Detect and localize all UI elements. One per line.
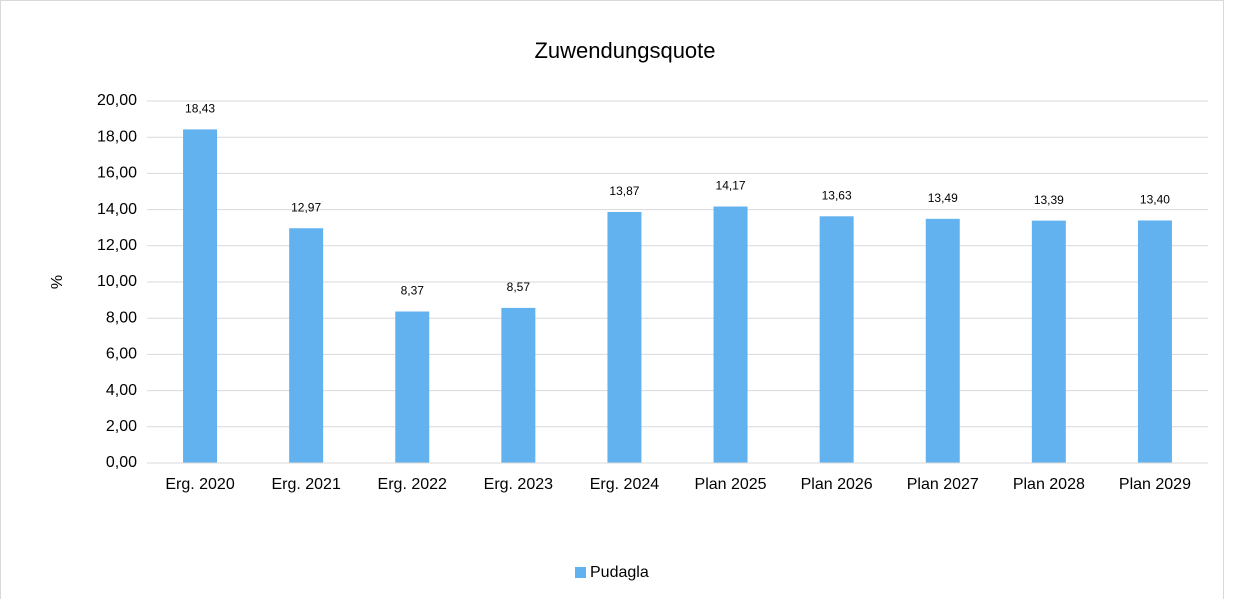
y-tick-label: 16,00 xyxy=(97,165,137,182)
x-tick-label: Plan 2027 xyxy=(907,476,979,493)
legend-label: Pudagla xyxy=(590,564,649,581)
x-tick-label: Erg. 2022 xyxy=(378,476,447,493)
data-label: 8,37 xyxy=(401,284,425,298)
y-tick-label: 18,00 xyxy=(97,128,137,145)
chart-title: Zuwendungsquote xyxy=(534,38,715,63)
x-tick-label: Plan 2026 xyxy=(801,476,873,493)
bar xyxy=(607,211,642,463)
y-tick-label: 0,00 xyxy=(106,454,137,471)
y-tick-label: 20,00 xyxy=(97,92,137,109)
x-tick-label: Plan 2028 xyxy=(1013,476,1085,493)
bar xyxy=(183,129,218,464)
legend-swatch xyxy=(575,567,586,578)
bar xyxy=(289,228,324,463)
x-tick-label: Erg. 2024 xyxy=(590,476,659,493)
data-label: 8,57 xyxy=(507,280,531,294)
data-label: 18,43 xyxy=(185,102,215,116)
data-label: 13,63 xyxy=(822,188,852,202)
x-tick-label: Plan 2025 xyxy=(695,476,767,493)
data-label: 14,17 xyxy=(716,179,746,193)
data-label: 13,40 xyxy=(1140,193,1170,207)
bar xyxy=(1137,220,1172,463)
x-tick-label: Erg. 2020 xyxy=(165,476,234,493)
bar xyxy=(925,218,960,463)
y-tick-label: 2,00 xyxy=(106,418,137,435)
data-label: 13,39 xyxy=(1034,193,1064,207)
x-tick-label: Plan 2029 xyxy=(1119,476,1191,493)
y-tick-label: 4,00 xyxy=(106,382,137,399)
data-label: 12,97 xyxy=(291,200,321,214)
bar xyxy=(819,216,854,463)
x-tick-label: Erg. 2023 xyxy=(484,476,553,493)
bar xyxy=(501,307,536,463)
bar xyxy=(395,311,430,463)
x-tick-label: Erg. 2021 xyxy=(271,476,340,493)
y-axis-label: % xyxy=(49,275,66,289)
bar xyxy=(1031,220,1066,463)
y-tick-label: 10,00 xyxy=(97,273,137,290)
y-tick-label: 6,00 xyxy=(106,346,137,363)
y-tick-label: 14,00 xyxy=(97,201,137,218)
data-label: 13,49 xyxy=(928,191,958,205)
data-label: 13,87 xyxy=(609,184,639,198)
y-tick-label: 8,00 xyxy=(106,309,137,326)
y-tick-label: 12,00 xyxy=(97,237,137,254)
bar xyxy=(713,206,748,463)
